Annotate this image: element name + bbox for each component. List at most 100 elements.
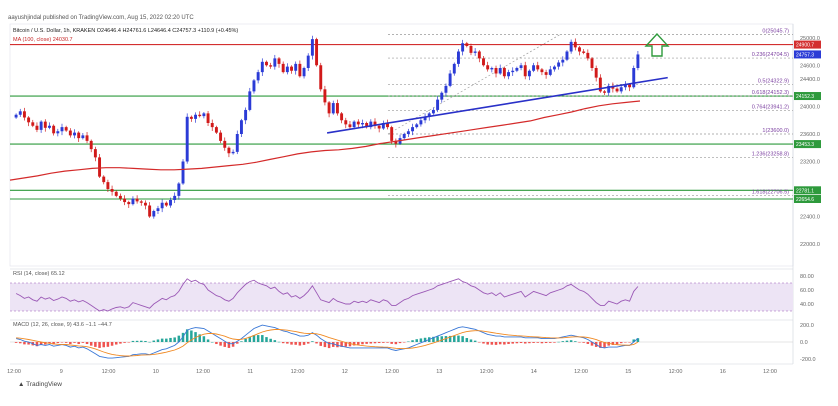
macd-hist-bar xyxy=(27,342,30,345)
ma-legend: MA (100, close) 24030.7 xyxy=(13,37,73,43)
candle-body xyxy=(73,132,76,136)
time-tick-label: 12:00 xyxy=(480,369,494,375)
macd-hist-bar xyxy=(340,342,343,347)
candle-body xyxy=(256,72,260,81)
candle-body xyxy=(164,202,168,206)
candle-body xyxy=(227,147,231,154)
macd-hist-bar xyxy=(281,342,285,344)
macd-hist-bar xyxy=(327,342,331,349)
candle-body xyxy=(573,41,577,48)
fib-level-label: 1.236(23258.8) xyxy=(752,151,789,157)
candle-body xyxy=(402,134,406,139)
logo-glyph-icon: ▲ xyxy=(18,381,25,388)
price-label-box xyxy=(794,40,821,49)
macd-hist-bar xyxy=(131,340,135,342)
macd-hist-bar xyxy=(236,342,239,344)
candle-body xyxy=(269,65,273,67)
rsi-line xyxy=(15,278,639,312)
macd-hist-bar xyxy=(102,342,105,348)
macd-hist-bar xyxy=(407,341,410,342)
price-label-box xyxy=(794,92,821,101)
macd-hist-bar xyxy=(419,338,423,342)
macd-hist-bar xyxy=(494,342,498,345)
candle-body xyxy=(114,191,118,196)
candle-body xyxy=(586,52,590,59)
macd-hist-bar xyxy=(223,342,227,347)
candle-body xyxy=(369,121,373,128)
macd-hist-bar xyxy=(14,342,18,343)
candle-body xyxy=(406,131,410,134)
candle-body xyxy=(248,91,252,110)
macd-hist-bar xyxy=(344,342,348,347)
candle-body xyxy=(565,51,569,60)
author-line: aayushjindal published on TradingView.co… xyxy=(8,15,194,21)
macd-hist-bar xyxy=(39,342,43,345)
candle-body xyxy=(27,117,31,123)
price-tick-label: 22400.0 xyxy=(800,215,820,221)
candle-body xyxy=(294,63,298,71)
candle-body xyxy=(469,46,473,53)
candle-body xyxy=(306,55,310,68)
time-tick-label: 12 xyxy=(342,369,348,375)
candle-body xyxy=(623,84,627,88)
candle-body xyxy=(444,85,448,93)
macd-hist-bar xyxy=(382,342,385,343)
candle-body xyxy=(361,123,364,125)
price-label-text: 24152.3 xyxy=(796,94,814,100)
candle-body xyxy=(81,135,85,139)
candle-body xyxy=(381,123,385,129)
macd-legend: MACD (12, 26, close, 9) 43.6 −1.1 −44.7 xyxy=(13,322,112,328)
candle-body xyxy=(281,63,285,73)
candle-body xyxy=(290,66,293,71)
macd-hist-bar xyxy=(544,342,548,344)
macd-hist-bar xyxy=(319,342,322,346)
macd-hist-bar xyxy=(624,342,627,343)
candle-body xyxy=(31,122,35,126)
candle-body xyxy=(285,66,289,73)
macd-hist-bar xyxy=(240,341,243,342)
candle-body xyxy=(106,182,110,189)
macd-hist-bar xyxy=(473,340,477,342)
macd-hist-bar xyxy=(44,342,47,345)
macd-hist-bar xyxy=(628,342,631,343)
candle-body xyxy=(473,51,477,53)
macd-hist-bar xyxy=(89,342,93,346)
candle-body xyxy=(139,201,143,203)
macd-hist-bar xyxy=(515,342,519,344)
macd-hist-bar xyxy=(160,338,164,342)
macd-hist-bar xyxy=(565,340,569,342)
time-tick-label: 14 xyxy=(531,369,537,375)
macd-hist-bar xyxy=(448,335,452,342)
macd-hist-bar xyxy=(453,335,456,342)
candle-body xyxy=(123,198,127,203)
candle-body xyxy=(22,111,26,118)
macd-hist-bar xyxy=(256,335,260,342)
candle-body xyxy=(532,65,536,71)
rsi-legend: RSI (14, close) 65.12 xyxy=(13,271,65,277)
candle-body xyxy=(298,63,302,77)
candle-body xyxy=(68,130,72,136)
macd-hist-bar xyxy=(69,342,72,345)
rsi-band xyxy=(10,283,793,311)
candle-body xyxy=(135,198,139,202)
macd-tick-label: 0.0 xyxy=(800,340,808,346)
macd-hist-bar xyxy=(377,342,381,344)
candle-body xyxy=(77,132,81,139)
macd-tick-label: -200.0 xyxy=(800,357,816,363)
candle-body xyxy=(210,123,214,128)
time-tick-label: 15 xyxy=(625,369,631,375)
candle-body xyxy=(619,87,623,92)
candle-body xyxy=(198,114,202,117)
time-tick-label: 9 xyxy=(60,369,63,375)
macd-hist-bar xyxy=(636,338,640,342)
candle-body xyxy=(356,121,360,125)
candle-body xyxy=(127,202,131,205)
rsi-tick-label: 40.00 xyxy=(800,302,814,308)
candle-body xyxy=(35,125,39,130)
fib-level-label: 1(23600.0) xyxy=(762,128,789,134)
macd-hist-bar xyxy=(615,342,619,345)
candle-body xyxy=(252,80,256,92)
candle-body xyxy=(477,51,481,59)
macd-hist-bar xyxy=(227,342,231,348)
macd-hist-bar xyxy=(140,340,143,342)
